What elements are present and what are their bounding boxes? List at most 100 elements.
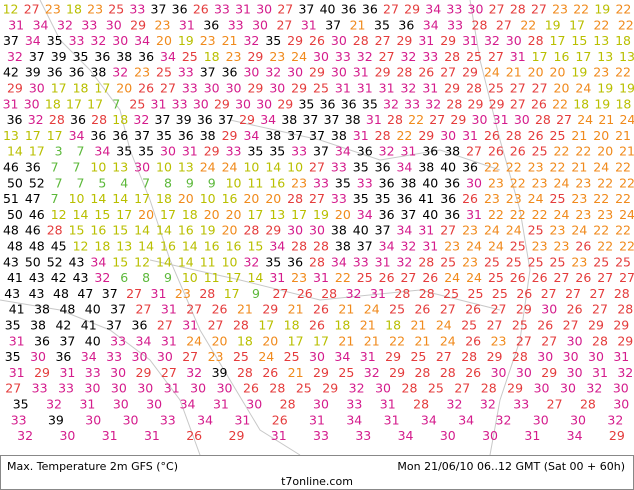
temperature-value: 31 [79, 397, 95, 412]
temperature-value: 15 [112, 254, 128, 269]
temperature-value: 29 [617, 333, 633, 348]
temperature-value: 22 [593, 17, 609, 32]
temperature-value: 25 [443, 286, 459, 301]
temperature-value: 29 [404, 2, 420, 17]
temperature-value: 30 [217, 381, 233, 396]
temperature-value: 17 [47, 128, 63, 143]
temperature-value: 16 [554, 49, 570, 64]
temperature-value: 18 [385, 318, 401, 333]
temperature-value: 36 [379, 207, 395, 222]
temperature-value: 32 [400, 239, 416, 254]
temperature-value: 30 [491, 365, 507, 380]
temperature-value: 31 [366, 112, 382, 127]
temperature-value: 42 [55, 318, 71, 333]
temperature-value: 25 [410, 349, 426, 364]
temperature-value: 28 [387, 112, 403, 127]
temperature-value: 23 [45, 2, 61, 17]
temperature-value: 34 [346, 412, 362, 427]
temperature-value: 48 [3, 223, 19, 238]
temperature-value: 10 [222, 254, 238, 269]
temperature-value: 30 [85, 381, 101, 396]
temperature-value: 33 [58, 381, 74, 396]
temperature-value: 22 [335, 270, 351, 285]
temperature-value: 35 [265, 254, 281, 269]
temperature-value: 27 [547, 397, 563, 412]
temperature-value: 31 [313, 270, 329, 285]
temperature-value: 31 [8, 17, 24, 32]
temperature-value: 23 [575, 207, 591, 222]
temperature-value: 26 [243, 381, 259, 396]
temperature-value: 10 [243, 160, 259, 175]
temperature-value: 38 [90, 65, 106, 80]
temperature-value: 11 [204, 270, 220, 285]
temperature-value: 24 [619, 207, 634, 222]
temperature-value: 17 [94, 81, 110, 96]
temperature-value: 5 [98, 175, 106, 190]
temperature-value: 22 [619, 239, 634, 254]
temperature-value: 28 [280, 397, 296, 412]
temperature-value: 30 [567, 333, 583, 348]
temperature-value: 30 [146, 397, 162, 412]
temperature-value: 26 [537, 318, 553, 333]
temperature-value: 30 [472, 112, 488, 127]
temperature-value: 25 [296, 381, 312, 396]
temperature-value: 30 [440, 128, 456, 143]
temperature-value: 35 [247, 144, 263, 159]
temperature-value: 33 [353, 254, 369, 269]
temperature-value: 37 [287, 128, 303, 143]
temperature-value: 22 [575, 144, 591, 159]
temperature-value: 32 [607, 412, 623, 427]
temperature-value: 28 [510, 2, 526, 17]
temperature-value: 35 [353, 191, 369, 206]
temperature-value: 32 [112, 65, 128, 80]
temperature-value: 17 [116, 207, 132, 222]
temperature-value: 21 [364, 333, 380, 348]
temperature-value: 29 [541, 365, 557, 380]
temperature-value: 32 [400, 49, 416, 64]
footer: Max. Temperature 2m GFS (°C) Mon 21/06/1… [0, 455, 634, 490]
temperature-value: 27 [531, 2, 547, 17]
temperature-value: 19 [594, 96, 610, 111]
temperature-value: 30 [331, 65, 347, 80]
temperature-value: 21 [571, 160, 587, 175]
temperature-value: 30 [514, 112, 530, 127]
temperature-value: 30 [110, 365, 126, 380]
temperature-value: 47 [25, 191, 41, 206]
temperature-value: 7 [55, 175, 63, 190]
temperature-value: 28 [321, 286, 337, 301]
temperature-value: 31 [360, 349, 376, 364]
temperature-value: 18 [156, 191, 172, 206]
temperature-value: 29 [309, 65, 325, 80]
temperature-value: 22 [593, 223, 609, 238]
temperature-value: 21 [615, 128, 631, 143]
temperature-value: 34 [81, 349, 97, 364]
temperature-value: 27 [440, 223, 456, 238]
temperature-value: 31 [59, 365, 75, 380]
temperature-value: 27 [491, 302, 507, 317]
temperature-value: 38 [335, 239, 351, 254]
temperature-value: 46 [3, 160, 19, 175]
temperature-value: 25 [492, 286, 508, 301]
temperature-value: 17 [29, 144, 45, 159]
temperature-value: 34 [134, 33, 150, 48]
temperature-value: 24 [554, 207, 570, 222]
temperature-value: 29 [136, 365, 152, 380]
temperature-value: 10 [90, 160, 106, 175]
temperature-value: 18 [615, 96, 631, 111]
temperature-value: 28 [233, 318, 249, 333]
temperature-value: 34 [396, 223, 412, 238]
temperature-value: 23 [593, 65, 609, 80]
temperature-value: 42 [3, 65, 19, 80]
temperature-value: 31 [235, 2, 251, 17]
temperature-value: 15 [94, 207, 110, 222]
temperature-value: 28 [396, 65, 412, 80]
temperature-value: 29 [588, 318, 604, 333]
temperature-value: 27 [563, 318, 579, 333]
temperature-value: 31 [613, 349, 629, 364]
temperature-value: 32 [484, 33, 500, 48]
temperature-value: 29 [396, 33, 412, 48]
temperature-value: 16 [222, 191, 238, 206]
temperature-value: 31 [213, 397, 229, 412]
temperature-value: 28 [506, 128, 522, 143]
temperature-value: 19 [200, 223, 216, 238]
